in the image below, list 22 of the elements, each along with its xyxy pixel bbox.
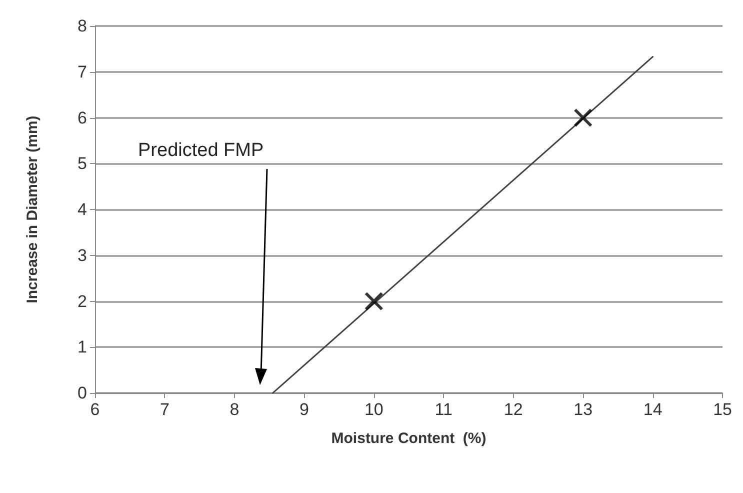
- y-tick-label: 4: [78, 200, 87, 219]
- y-tick-label: 5: [78, 154, 87, 174]
- x-tick-label: 10: [364, 400, 384, 419]
- y-tick-label: 8: [78, 16, 87, 36]
- y-tick-label: 6: [78, 108, 87, 128]
- x-tick-label: 9: [299, 400, 309, 419]
- y-tick-label: 3: [78, 246, 87, 265]
- x-tick-label: 13: [574, 400, 593, 419]
- y-tick-label: 7: [78, 62, 87, 82]
- y-tick-label: 0: [78, 384, 87, 402]
- x-tick-label: 8: [230, 400, 240, 419]
- x-axis-title: Moisture Content (%): [331, 430, 486, 447]
- x-tick-label: 6: [90, 400, 100, 419]
- x-tick-label: 12: [504, 400, 523, 419]
- annotation: Predicted FMP: [138, 140, 264, 162]
- y-tick-label: 1: [78, 338, 87, 357]
- x-tick-label: 7: [160, 400, 170, 419]
- x-tick-label: 15: [713, 400, 732, 419]
- x-tick-label: 11: [434, 400, 452, 419]
- y-tick-label: 2: [78, 292, 87, 311]
- x-tick-label: 14: [643, 400, 662, 419]
- y-axis-title: Increase in Diameter (mm): [24, 116, 41, 304]
